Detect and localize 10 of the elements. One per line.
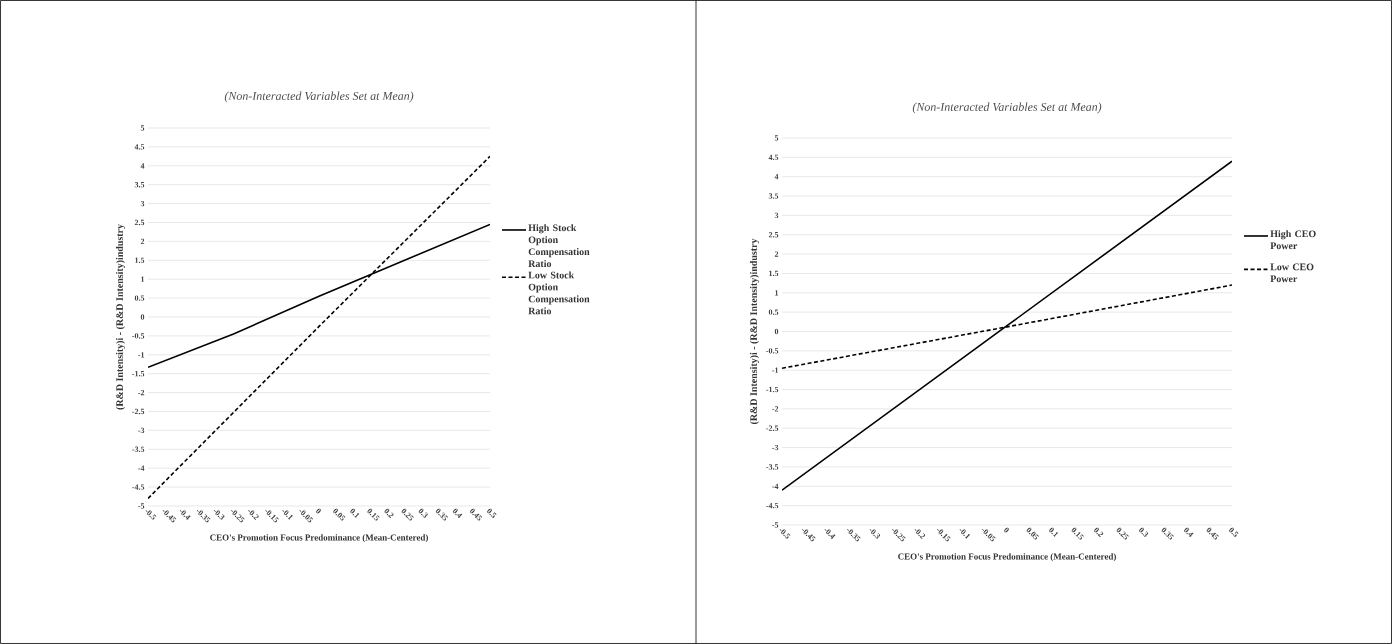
legend-label: High Stock Option Compensation Ratio	[528, 224, 590, 268]
legend-label: Low Stock Option Compensation Ratio	[528, 271, 590, 315]
chart-title: (Non-Interacted Variables Set at Mean)	[224, 91, 414, 103]
y-axis-title: (R&D Intensity)i - (R&D Intensity)industry	[115, 224, 126, 410]
legend-label: High CEO Power	[1270, 230, 1316, 250]
chart-title: (Non-Interacted Variables Set at Mean)	[912, 102, 1102, 114]
y-axis-title: (R&D Intensity)i - (R&D Intensity)industry	[749, 238, 760, 425]
legend-label: Low CEO Power	[1270, 263, 1314, 283]
x-axis-title: CEO's Promotion Focus Predominance (Mean-Centered)	[898, 553, 1116, 562]
x-axis-title: CEO's Promotion Focus Predominance (Mean-Centered)	[210, 534, 428, 543]
